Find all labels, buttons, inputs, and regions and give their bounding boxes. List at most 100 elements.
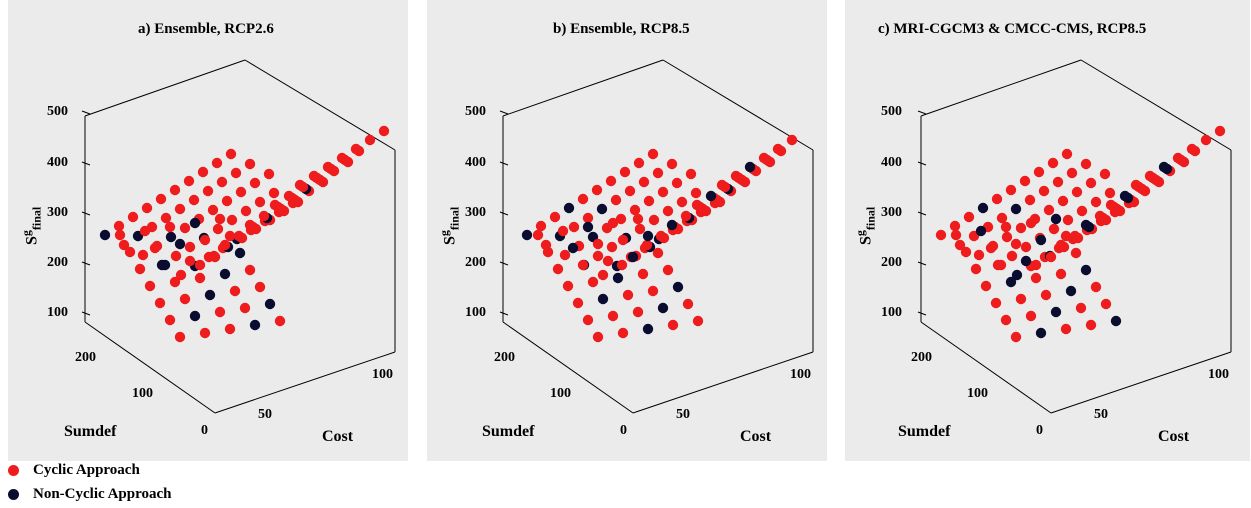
panel-0-point-115: [224, 230, 236, 242]
panel-2-z-tick-mark-2: [917, 211, 927, 216]
panel-c-z-tick-500: 500: [881, 104, 902, 119]
panel-2-point-23: [1015, 222, 1027, 234]
panel-1-point-81: [744, 161, 756, 173]
panel-0-point-3: [141, 202, 153, 214]
panel-2-axis-edge-3: [920, 59, 1082, 117]
panel-0-point-90: [154, 297, 166, 309]
panel-1-point-37: [676, 196, 688, 208]
panel-2-point-10: [954, 239, 966, 251]
panel-0-axis-edge-3: [84, 59, 246, 117]
panel-1-point-99: [582, 221, 594, 233]
panel-1-point-80: [730, 170, 742, 182]
panel-1-point-39: [597, 269, 609, 281]
panel-c-x-tick-100: 100: [1208, 367, 1229, 382]
panel-b-y-tick-100: 100: [550, 386, 571, 401]
panel-a-x-tick-100: 100: [372, 367, 393, 382]
panel-c-background: [845, 0, 1250, 461]
panel-2-point-26: [1057, 195, 1069, 207]
panel-2-point-112: [1075, 302, 1087, 314]
panel-0-point-94: [149, 242, 161, 254]
panel-0-point-101: [174, 238, 186, 250]
panel-1-point-35: [648, 214, 660, 226]
panel-0-point-28: [249, 177, 261, 189]
panel-0-point-120: [274, 315, 286, 327]
panel-1-point-2: [549, 211, 561, 223]
panel-2-point-111: [1065, 285, 1077, 297]
panel-0-point-93: [139, 225, 151, 237]
panel-1-z-tick-mark-0: [499, 110, 509, 115]
panel-a-z-label: Sgfinal: [19, 206, 44, 245]
panel-1-point-114: [642, 230, 654, 242]
panel-0-z-tick-mark-2: [81, 211, 91, 216]
panel-1-point-79: [716, 179, 728, 191]
panel-2-point-57: [1069, 230, 1081, 242]
panel-2-point-31: [1006, 250, 1018, 262]
panel-1-point-31: [592, 250, 604, 262]
panel-0-point-95: [159, 259, 171, 271]
panel-0-point-81: [322, 161, 334, 173]
panel-1-point-94: [577, 259, 589, 271]
panel-0-point-17: [216, 176, 228, 188]
panel-0-point-92: [174, 331, 186, 343]
panel-0-point-36: [240, 205, 252, 217]
panel-1-point-88: [562, 280, 574, 292]
panel-1-point-112: [667, 319, 679, 331]
panel-b-x-label: Cost: [740, 428, 772, 445]
panel-2-point-80: [1144, 170, 1156, 182]
panel-0-point-80: [308, 170, 320, 182]
panel-1-point-117: [672, 281, 684, 293]
panel-1-point-9: [647, 148, 659, 160]
panel-2-point-29: [1099, 168, 1111, 180]
panel-2-z-tick-mark-4: [917, 311, 927, 316]
panel-2-point-1: [949, 220, 961, 232]
panel-b-z-tick-400: 400: [465, 155, 486, 170]
legend-cyclic: Cyclic Approach: [8, 462, 140, 479]
panel-0-point-18: [230, 167, 242, 179]
panel-a-x-label: Cost: [322, 428, 354, 445]
panel-c-title: c) MRI-CGCM3 & CMCC-CMS, RCP8.5: [878, 21, 1147, 37]
panel-2-point-34: [1048, 223, 1060, 235]
panel-2-point-88: [970, 263, 982, 275]
panel-c-y-tick-0: 0: [1036, 423, 1043, 438]
panel-b-y-tick-200: 200: [494, 350, 515, 365]
panel-2-point-79: [1130, 179, 1142, 191]
panel-1-axis-edge-4: [662, 59, 814, 151]
panel-2-point-102: [1020, 255, 1032, 267]
panel-2-point-98: [1025, 310, 1037, 322]
panel-2-point-84: [1200, 134, 1212, 146]
panel-1-point-18: [652, 167, 664, 179]
panel-2-point-18: [1066, 167, 1078, 179]
panel-2-z-tick-mark-0: [917, 110, 927, 115]
panel-2-point-56: [1055, 239, 1067, 251]
panel-1-point-100: [592, 238, 604, 250]
panel-2-point-82: [1172, 152, 1184, 164]
panel-2-point-48: [1030, 259, 1042, 271]
panel-1-point-93: [567, 242, 579, 254]
panel-2-point-86: [950, 229, 962, 241]
panel-0-z-tick-mark-0: [81, 110, 91, 115]
panel-1-point-5: [591, 184, 603, 196]
panel-2-point-19: [1080, 158, 1092, 170]
panel-a-title: a) Ensemble, RCP2.6: [138, 21, 274, 37]
panel-0-point-86: [114, 229, 126, 241]
panel-2-point-65: [1094, 210, 1106, 222]
panel-a-y-tick-0: 0: [201, 423, 208, 438]
panel-2-z-tick-mark-3: [917, 261, 927, 266]
panel-1-point-102: [612, 272, 624, 284]
panel-1-point-96: [597, 293, 609, 305]
panel-2-point-103: [1030, 272, 1042, 284]
panel-2-point-87: [960, 246, 972, 258]
panel-2-point-99: [1035, 327, 1047, 339]
panel-1-z-tick-mark-3: [499, 261, 509, 266]
panel-1-point-106: [607, 217, 619, 229]
panel-a-x-tick-50: 50: [258, 407, 272, 422]
panel-1-point-8: [633, 157, 645, 169]
panel-1-point-13: [582, 212, 594, 224]
panel-1-point-12: [568, 221, 580, 233]
panel-1-point-32: [606, 241, 618, 253]
panel-1-point-107: [617, 234, 629, 246]
panel-0-z-tick-mark-1: [81, 161, 91, 166]
panel-0-point-23: [179, 222, 191, 234]
panel-0-point-119: [264, 298, 276, 310]
